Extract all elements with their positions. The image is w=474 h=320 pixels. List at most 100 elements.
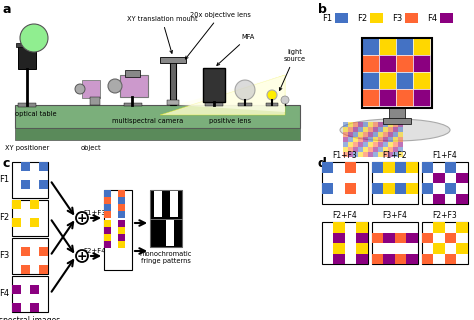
Text: MFA: MFA: [217, 34, 255, 65]
Circle shape: [235, 80, 255, 100]
Bar: [343, 137, 348, 142]
Circle shape: [267, 90, 277, 100]
Bar: [413, 89, 430, 106]
Bar: [120, 75, 148, 97]
Bar: [413, 72, 430, 89]
Bar: [434, 243, 445, 253]
Bar: [407, 183, 418, 194]
Bar: [335, 13, 348, 23]
Bar: [383, 183, 395, 194]
Bar: [104, 197, 111, 204]
Text: F1+F4: F1+F4: [433, 151, 457, 160]
Text: multispectral camera: multispectral camera: [112, 118, 183, 124]
Bar: [348, 122, 353, 127]
Bar: [372, 222, 418, 264]
Bar: [368, 152, 373, 157]
Text: F3: F3: [0, 252, 9, 260]
Bar: [398, 142, 403, 147]
Bar: [422, 183, 434, 194]
Bar: [398, 132, 403, 137]
Text: b: b: [318, 3, 327, 16]
Bar: [363, 152, 368, 157]
Bar: [118, 190, 125, 197]
Bar: [405, 13, 418, 23]
Bar: [383, 233, 395, 243]
Bar: [413, 55, 430, 72]
Bar: [373, 147, 378, 152]
Bar: [205, 103, 223, 106]
Text: c: c: [3, 157, 10, 170]
Text: F2: F2: [0, 213, 9, 222]
Bar: [348, 142, 353, 147]
Text: spectral images: spectral images: [0, 316, 61, 320]
Circle shape: [76, 212, 88, 224]
Bar: [456, 194, 468, 204]
Bar: [373, 132, 378, 137]
Bar: [343, 142, 348, 147]
Text: F2+F4: F2+F4: [83, 248, 106, 254]
Bar: [368, 137, 373, 142]
Bar: [343, 132, 348, 137]
Bar: [379, 72, 396, 89]
Bar: [104, 234, 111, 241]
Circle shape: [108, 79, 122, 93]
Bar: [422, 253, 434, 264]
Bar: [345, 162, 356, 172]
Text: XY positioner: XY positioner: [5, 145, 49, 151]
Bar: [358, 152, 363, 157]
Bar: [353, 132, 358, 137]
Bar: [343, 127, 348, 132]
Bar: [118, 204, 125, 211]
Bar: [379, 55, 396, 72]
Text: XY translation mount: XY translation mount: [127, 16, 197, 53]
Bar: [160, 57, 186, 63]
Bar: [18, 103, 36, 107]
Bar: [363, 147, 368, 152]
Bar: [393, 132, 398, 137]
Bar: [154, 191, 162, 217]
Bar: [90, 97, 100, 105]
Bar: [118, 227, 125, 234]
Bar: [39, 180, 48, 189]
Bar: [372, 253, 383, 264]
Bar: [353, 142, 358, 147]
Text: F1+F3: F1+F3: [83, 210, 106, 216]
Bar: [373, 137, 378, 142]
Bar: [434, 222, 445, 233]
Bar: [396, 38, 413, 55]
Bar: [30, 218, 39, 227]
Bar: [322, 183, 334, 194]
Bar: [362, 38, 379, 55]
Bar: [12, 200, 48, 236]
Bar: [348, 147, 353, 152]
Bar: [372, 183, 383, 194]
Text: +: +: [77, 250, 87, 263]
Bar: [358, 147, 363, 152]
Bar: [393, 152, 398, 157]
Bar: [445, 183, 456, 194]
Circle shape: [281, 96, 289, 104]
Bar: [383, 152, 388, 157]
Text: MFPs: MFPs: [108, 252, 128, 261]
Bar: [39, 265, 48, 274]
Polygon shape: [15, 128, 300, 140]
Bar: [393, 147, 398, 152]
Bar: [395, 183, 407, 194]
Bar: [353, 127, 358, 132]
Bar: [348, 127, 353, 132]
Bar: [383, 132, 388, 137]
Bar: [456, 243, 468, 253]
Bar: [396, 89, 413, 106]
Bar: [422, 233, 434, 243]
Bar: [356, 233, 368, 243]
Text: d: d: [318, 157, 327, 170]
Bar: [368, 132, 373, 137]
Bar: [413, 38, 430, 55]
Bar: [104, 220, 111, 227]
Bar: [343, 122, 348, 127]
Text: F1+F3: F1+F3: [333, 151, 357, 160]
Bar: [383, 253, 395, 264]
Bar: [372, 162, 418, 204]
Bar: [434, 194, 445, 204]
Bar: [378, 142, 383, 147]
